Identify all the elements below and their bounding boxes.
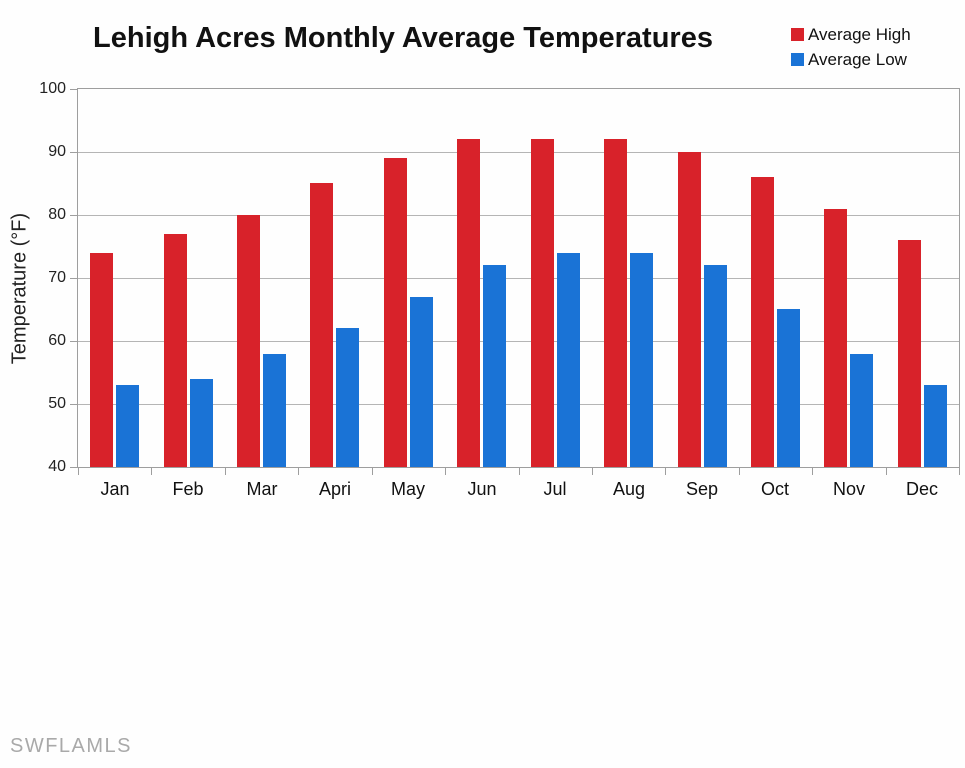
y-tick-label-90: 90 [48,143,66,160]
bar-average-high-aug [604,139,627,467]
bar-average-low-sep [704,265,727,467]
gridline-90 [78,152,959,153]
legend-label-average-low: Average Low [808,49,907,69]
x-tick-mark-9 [739,468,740,475]
y-tick-label-50: 50 [48,395,66,412]
bar-average-low-aug [630,253,653,467]
x-tick-label-jul: Jul [543,479,567,499]
bar-average-high-feb [164,234,187,467]
x-tick-label-apri: Apri [318,479,352,499]
x-tick-label-oct: Oct [760,479,790,499]
y-tick-mark-80 [70,215,77,216]
x-tick-mark-10 [812,468,813,475]
y-tick-mark-90 [70,152,77,153]
legend: Average High Average Low [791,22,911,72]
chart-title: Lehigh Acres Monthly Average Temperature… [93,22,713,54]
bar-average-high-oct [751,177,774,467]
x-tick-label-nov: Nov [832,479,866,499]
y-tick-mark-40 [70,467,77,468]
y-tick-label-100: 100 [39,80,66,97]
x-tick-mark-5 [445,468,446,475]
gridline-50 [78,404,959,405]
x-tick-mark-8 [665,468,666,475]
plot-area: 40 50 60 70 80 90 100 Jan Feb Mar Apri May Jun Jul Aug… [39,80,960,499]
gridline-70 [78,278,959,279]
y-tick-mark-70 [70,278,77,279]
bar-average-low-nov [850,354,873,467]
bar-average-low-apri [336,328,359,467]
legend-label-average-high: Average High [808,24,911,44]
bar-average-high-jan [90,253,113,467]
bar-average-high-dec [898,240,921,467]
y-tick-mark-50 [70,404,77,405]
bar-average-low-oct [777,309,800,467]
x-tick-mark-7 [592,468,593,475]
bar-average-high-apri [310,183,333,467]
bar-average-low-may [410,297,433,467]
bar-average-high-jul [531,139,554,467]
x-tick-mark-2 [225,468,226,475]
y-tick-label-40: 40 [48,458,66,475]
bar-average-low-jul [557,253,580,467]
x-tick-label-mar: Mar [246,479,278,499]
bar-average-high-jun [457,139,480,467]
legend-item-average-low: Average Low [791,47,911,72]
y-tick-label-80: 80 [48,206,66,223]
x-tick-label-may: May [390,479,426,499]
bar-average-low-dec [924,385,947,467]
legend-swatch-low-icon [791,53,804,66]
bar-average-high-mar [237,215,260,467]
bar-average-low-mar [263,354,286,467]
x-tick-mark-4 [372,468,373,475]
x-tick-mark-12 [959,468,960,475]
bar-average-low-jun [483,265,506,467]
y-tick-mark-60 [70,341,77,342]
gridline-60 [78,341,959,342]
watermark: SWFLAMLS [10,735,133,757]
gridline-80 [78,215,959,216]
bar-average-high-sep [678,152,701,467]
legend-item-average-high: Average High [791,22,911,47]
bar-average-low-feb [190,379,213,467]
x-tick-mark-1 [151,468,152,475]
x-tick-mark-6 [519,468,520,475]
x-tick-mark-3 [298,468,299,475]
bar-average-low-jan [116,385,139,467]
bar-average-high-may [384,158,407,467]
y-axis-title: Temperature (°F) [8,212,31,365]
x-tick-label-sep: Sep [685,479,719,499]
x-tick-label-jun: Jun [467,479,497,499]
bar-average-high-nov [824,209,847,467]
x-tick-mark-0 [78,468,79,475]
y-tick-label-60: 60 [48,332,66,349]
legend-swatch-high-icon [791,28,804,41]
x-tick-label-jan: Jan [100,479,130,499]
x-tick-label-dec: Dec [905,479,939,499]
y-tick-label-70: 70 [48,269,66,286]
y-tick-mark-100 [70,89,77,90]
x-tick-label-aug: Aug [612,479,646,499]
x-tick-label-feb: Feb [172,479,204,499]
x-tick-mark-11 [886,468,887,475]
